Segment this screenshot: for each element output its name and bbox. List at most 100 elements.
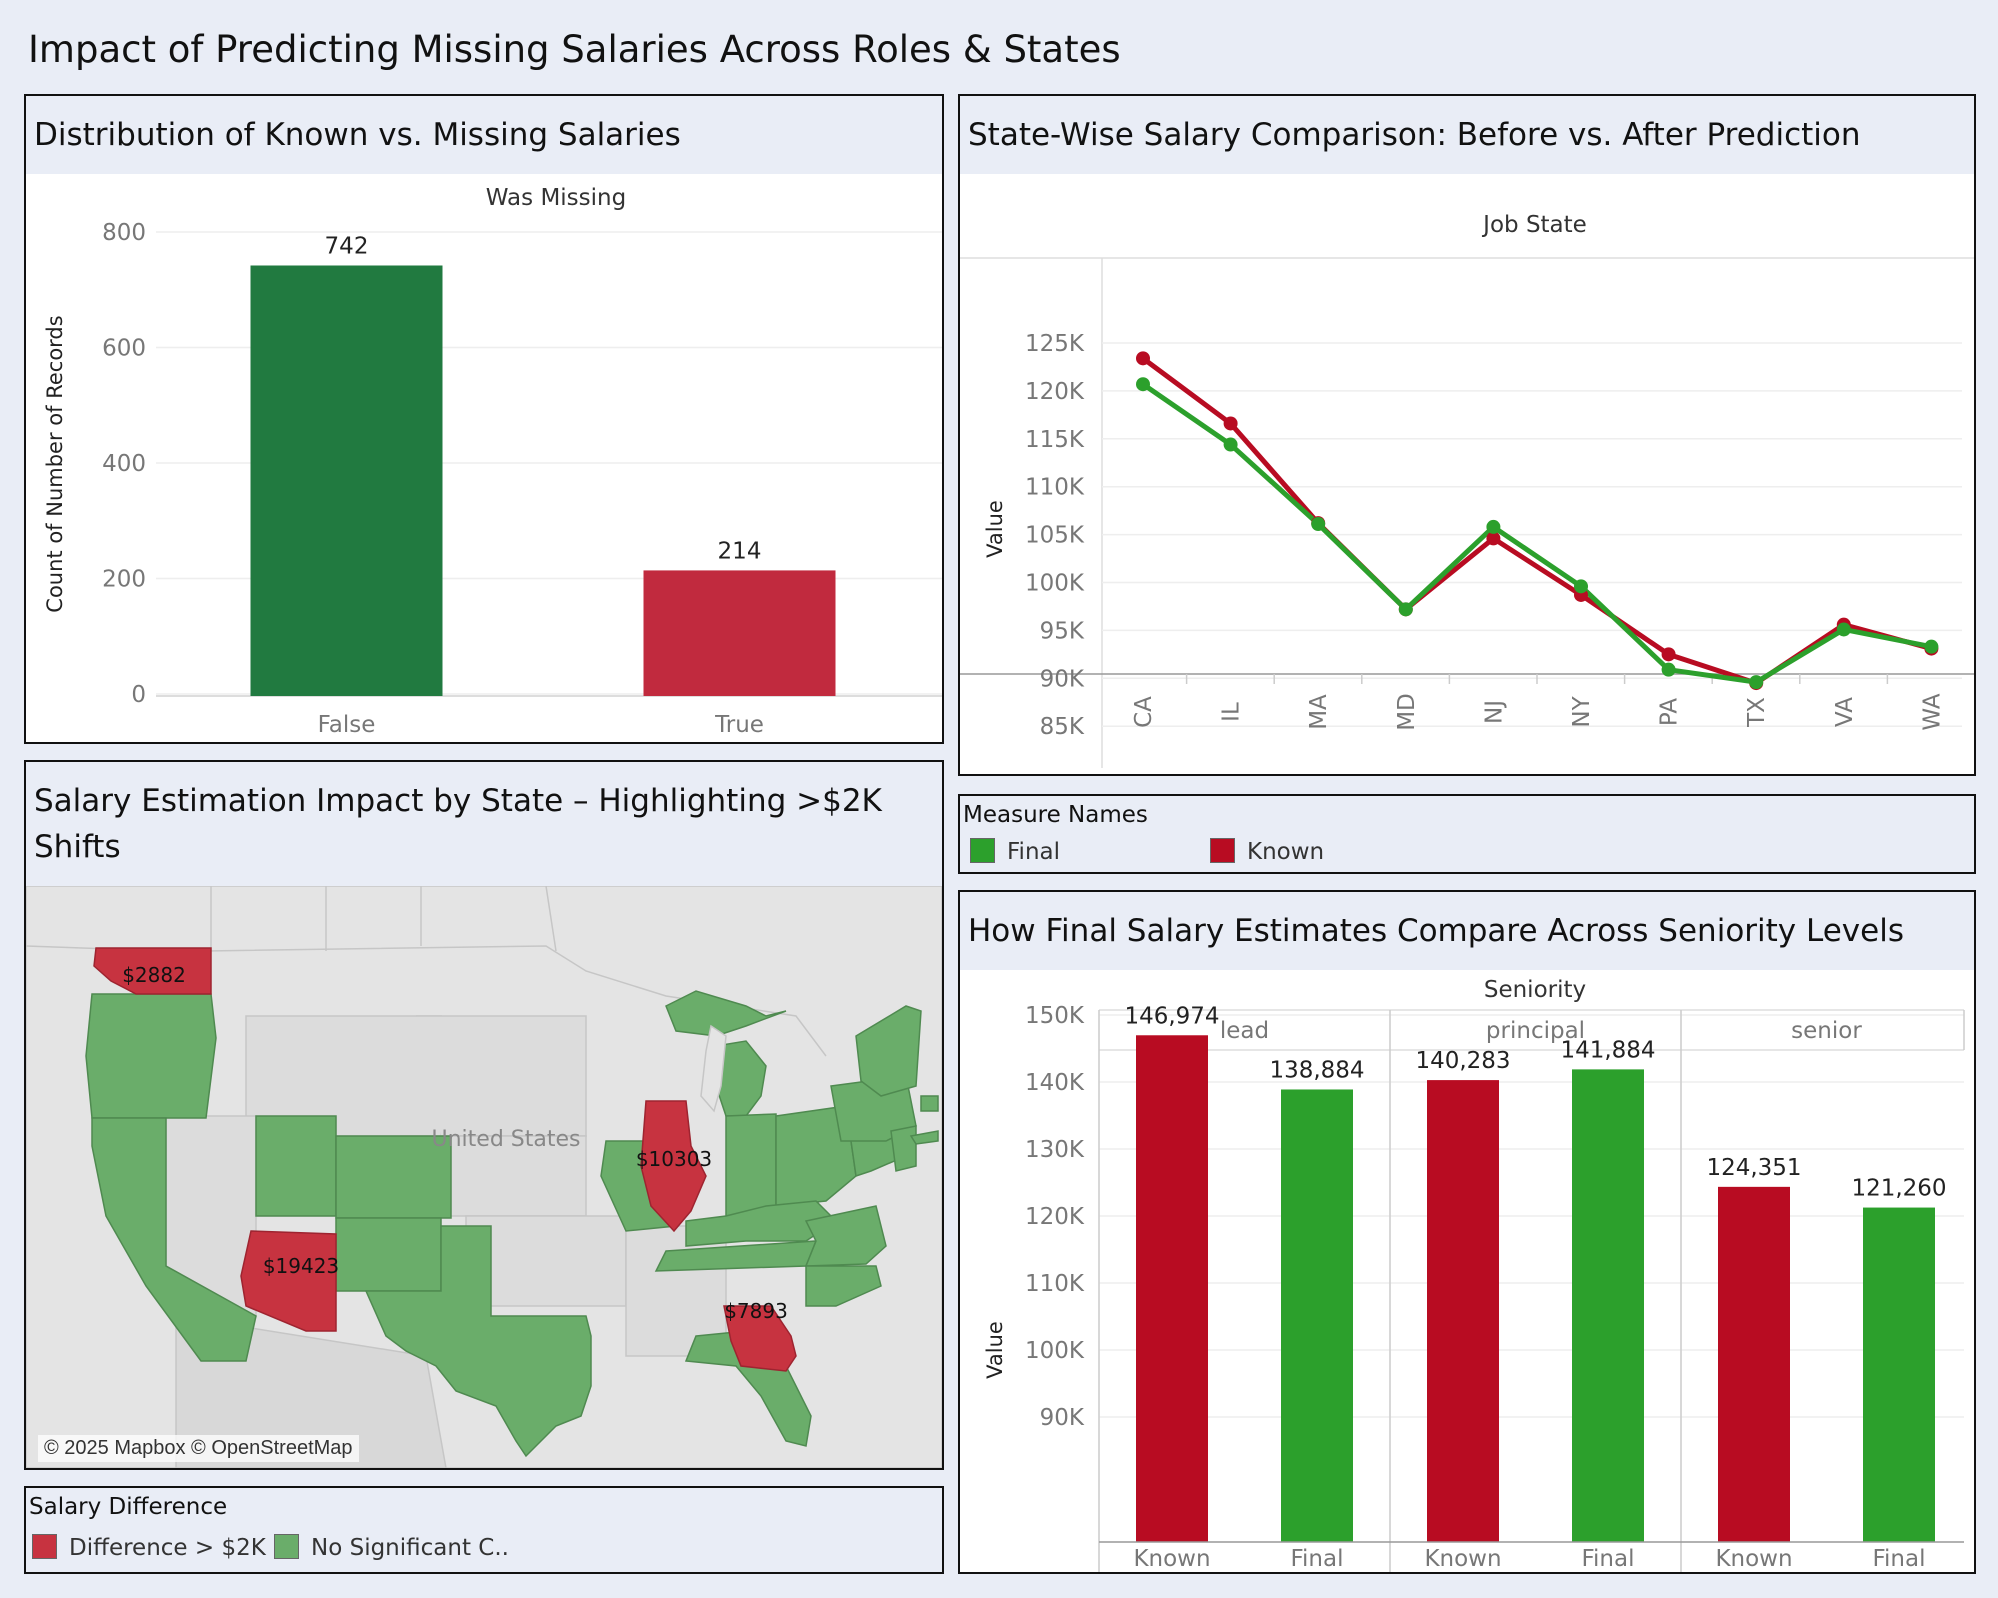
missing-distribution-chart: Was Missing 0 200 400 600 800 Count of Number … [43,185,942,738]
measure-legend-title: Measure Names [963,802,1148,828]
measure-legend-label: Final [1007,839,1061,865]
x-tick-label: Known [1424,1546,1501,1572]
state-label-az: $19423 [263,1254,339,1278]
dashboard-title: Impact of Predicting Missing Salaries Ac… [28,28,1121,71]
y-tick-label: 120K [1025,1204,1085,1230]
point-known-pa [1661,647,1676,662]
point-final-il [1223,437,1238,452]
bar-principal-final [1572,1069,1644,1542]
bar-value-label: 742 [325,233,369,259]
y-tick-label: 105K [1025,523,1085,549]
state-ga[interactable] [723,1305,797,1372]
x-tick-label: WA [1919,693,1945,730]
y-tick-label: 100K [1025,1338,1085,1364]
group-label-senior: senior [1791,1018,1862,1044]
state-salary-chart: Job State 85K 90K 95K 100K 105K 110K 115K 120K 12… [960,212,1974,768]
missing-distribution-title: Distribution of Known vs. Missing Salari… [26,96,942,174]
y-axis-label: Value [983,1321,1007,1379]
bar-senior-known [1718,1186,1790,1542]
point-known-il [1223,416,1238,431]
y-tick-label: 600 [102,336,146,362]
bar-value-label: 121,260 [1851,1176,1946,1202]
difference-swatch [32,1534,57,1559]
map-title: Salary Estimation Impact by State – High… [26,762,942,886]
map-svg: United States $2882 $10303 $19423 $7893 [26,885,942,1468]
y-tick-label: 140K [1025,1070,1085,1096]
x-tick-label: VA [1832,697,1858,727]
known-swatch [1210,838,1235,863]
highlighted-states [93,947,797,1372]
y-tick-label: 100K [1025,571,1085,597]
y-tick-label: 150K [1025,1003,1085,1029]
measure-legend-item-final[interactable]: Final [970,838,1060,865]
state-salary-panel: State-Wise Salary Comparison: Before vs.… [958,94,1976,776]
salary-legend-label: Difference > $2K [69,1535,266,1561]
x-tick-label: TX [1744,697,1770,728]
x-tick-label: NJ [1481,700,1507,724]
seniority-title: How Final Salary Estimates Compare Acros… [960,892,1974,970]
x-tick-label: PA [1657,698,1683,726]
x-tick-label: Final [1290,1546,1343,1572]
point-known-ca [1136,351,1150,366]
state-label-il: $10303 [636,1147,712,1171]
bar-value-label: 214 [718,538,762,564]
y-tick-label: 800 [102,220,146,246]
y-tick-label: 130K [1025,1137,1085,1163]
state-az[interactable] [240,1230,337,1332]
map-credit[interactable]: © 2025 Mapbox © OpenStreetMap [38,1435,359,1462]
bar-value-label: 138,884 [1269,1057,1364,1083]
x-tick-label: CA [1131,696,1157,728]
point-final-tx [1749,675,1764,690]
series-line-known [1141,356,1933,686]
seniority-panel: How Final Salary Estimates Compare Acros… [958,890,1976,1574]
state-il[interactable] [640,1100,707,1233]
point-final-md [1398,602,1413,617]
point-final-pa [1661,662,1676,677]
y-tick-label: 110K [1025,1271,1085,1297]
x-axis-header: Seniority [1484,977,1586,1003]
bar-true [643,570,836,696]
bar-lead-known [1136,1035,1208,1542]
x-tick-label: Final [1872,1546,1925,1572]
measure-names-legend: Measure Names Final Known [958,794,1976,874]
us-map[interactable]: United States $2882 $10303 $19423 $7893 … [26,885,942,1468]
state-label-ga: $7893 [724,1299,788,1323]
x-tick-label: Final [1581,1546,1634,1572]
state-salary-title: State-Wise Salary Comparison: Before vs.… [960,96,1974,174]
y-axis-label: Count of Number of Records [43,315,67,612]
y-tick-label: 90K [1040,1405,1085,1431]
x-axis-header: Job State [1481,212,1587,238]
x-tick-label: NY [1569,695,1595,727]
x-tick-label: Known [1715,1546,1792,1572]
salary-legend-item-diff[interactable]: Difference > $2K [32,1534,266,1561]
state-wa[interactable] [93,947,212,995]
point-final-wa [1924,639,1939,654]
country-label: United States [432,1127,581,1152]
bar-value-label: 146,974 [1124,1003,1219,1029]
point-known-nj [1486,531,1501,546]
bar-principal-known [1427,1080,1499,1542]
point-final-ca [1136,377,1150,392]
normal-states [85,990,939,1458]
group-label-lead: lead [1220,1018,1269,1044]
salary-legend-title: Salary Difference [29,1494,228,1520]
map-panel: Salary Estimation Impact by State – High… [24,760,944,1470]
y-tick-label: 120K [1025,379,1085,405]
point-final-nj [1486,519,1501,534]
final-swatch [970,838,995,863]
x-tick-label: IL [1219,702,1245,722]
series-line-final [1141,382,1932,685]
y-tick-label: 85K [1040,714,1085,740]
x-tick-label: True [714,712,764,738]
salary-legend-item-none[interactable]: No Significant C.. [274,1534,509,1561]
x-tick-label: MA [1306,694,1332,730]
salary-legend-label: No Significant C.. [311,1535,509,1561]
point-final-va [1836,622,1851,637]
missing-distribution-panel: Distribution of Known vs. Missing Salari… [24,94,944,744]
bar-value-label: 124,351 [1706,1155,1801,1181]
y-tick-label: 95K [1040,618,1085,644]
seniority-chart: Seniority90K100K110K120K130K140K150K160K… [983,936,1965,1572]
measure-legend-item-known[interactable]: Known [1210,838,1324,865]
point-final-ny [1574,579,1588,594]
bar-value-label: 141,884 [1560,1037,1655,1063]
